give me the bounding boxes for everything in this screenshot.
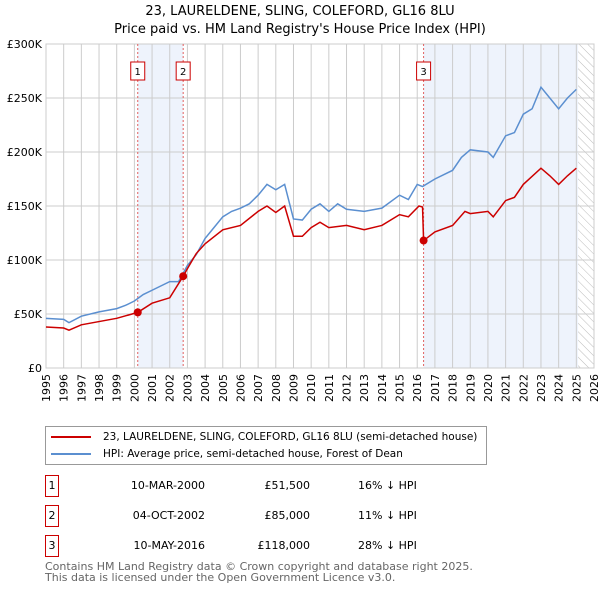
- x-tick-label: 2018: [447, 374, 460, 402]
- transaction-row: 3 10-MAY-2016 £118,000 28% ↓ HPI: [45, 535, 445, 557]
- sale-point: [419, 236, 428, 245]
- y-tick-label: £0: [28, 362, 42, 375]
- chart-title: 23, LAURELDENE, SLING, COLEFORD, GL16 8L…: [0, 3, 600, 39]
- y-tick-label: £300K: [7, 38, 43, 51]
- transaction-number: 3: [45, 535, 59, 557]
- transaction-price: £51,500: [264, 479, 311, 492]
- x-tick-label: 2008: [270, 374, 283, 402]
- x-tick-label: 2015: [394, 374, 407, 402]
- price-chart: 1995 1996 1997 1998 1999 2000 2001 2002 2003 2004…: [7, 38, 600, 402]
- x-tick-label: 2020: [482, 374, 495, 402]
- transaction-row: 1 10-MAR-2000 £51,500 16% ↓ HPI: [45, 475, 445, 497]
- legend-label: 23, LAURELDENE, SLING, COLEFORD, GL16 8L…: [103, 431, 478, 443]
- transaction-hpi: 28% ↓ HPI: [358, 539, 417, 552]
- x-tick-label: 2000: [128, 374, 141, 402]
- footer-line: Contains HM Land Registry data © Crown c…: [45, 560, 473, 573]
- x-tick-label: 2017: [429, 374, 442, 402]
- footer: Contains HM Land Registry data © Crown c…: [45, 561, 473, 583]
- x-tick-label: 2009: [287, 374, 300, 402]
- sale-point: [133, 308, 142, 317]
- y-tick-label: £250K: [7, 92, 43, 105]
- sale-label: 3: [420, 67, 426, 78]
- sale-label-box: [416, 61, 432, 81]
- sale-point: [179, 272, 188, 281]
- sale-label: 1: [135, 67, 141, 78]
- legend-swatch-red: [51, 436, 91, 438]
- y-tick-label: £200K: [7, 146, 43, 159]
- legend: 23, LAURELDENE, SLING, COLEFORD, GL16 8L…: [45, 426, 487, 465]
- y-tick-label: £50K: [14, 308, 43, 321]
- x-tick-label: 1998: [93, 374, 106, 402]
- x-tick-label: 2021: [500, 374, 513, 402]
- sale-label-box: [130, 61, 146, 81]
- legend-item-hpi: HPI: Average price, semi-detached house,…: [51, 445, 403, 463]
- hpi-line: [45, 85, 577, 324]
- x-tick-label: 2001: [146, 374, 159, 402]
- x-tick-label: 2014: [376, 374, 389, 402]
- title-line: 23, LAURELDENE, SLING, COLEFORD, GL16 8L…: [145, 4, 455, 19]
- plot-frame: [45, 43, 595, 369]
- footer-line: This data is licensed under the Open Gov…: [45, 571, 396, 584]
- sale-label: 2: [180, 67, 186, 78]
- x-tick-label: 1999: [111, 374, 124, 402]
- x-tick-label: 2007: [252, 374, 265, 402]
- legend-swatch-blue: [51, 453, 91, 455]
- x-tick-label: 1995: [40, 374, 53, 402]
- x-tick-label: 2019: [464, 374, 477, 402]
- x-tick-label: 2022: [517, 374, 530, 402]
- transaction-hpi: 16% ↓ HPI: [358, 479, 417, 492]
- transaction-number: 2: [45, 505, 59, 527]
- transaction-date: 04-OCT-2002: [132, 509, 205, 522]
- x-tick-label: 2010: [305, 374, 318, 402]
- legend-label: HPI: Average price, semi-detached house,…: [103, 448, 403, 460]
- x-tick-label: 2011: [323, 374, 336, 402]
- x-tick-label: 2012: [341, 374, 354, 402]
- x-tick-label: 2026: [588, 374, 600, 402]
- x-tick-label: 2013: [358, 374, 371, 402]
- x-tick-label: 1997: [75, 374, 88, 402]
- x-tick-label: 2023: [535, 374, 548, 402]
- x-tick-label: 1996: [58, 374, 71, 402]
- sale-label-box: [175, 61, 191, 81]
- transaction-price: £85,000: [264, 509, 311, 522]
- y-tick-label: £100K: [7, 254, 43, 267]
- transaction-date: 10-MAR-2000: [130, 479, 205, 492]
- transaction-row: 2 04-OCT-2002 £85,000 11% ↓ HPI: [45, 505, 445, 527]
- transaction-date: 10-MAY-2016: [133, 539, 205, 552]
- price-line: [45, 167, 577, 332]
- transaction-hpi: 11% ↓ HPI: [358, 509, 417, 522]
- legend-item-price: 23, LAURELDENE, SLING, COLEFORD, GL16 8L…: [51, 428, 477, 446]
- x-tick-label: 2004: [199, 374, 212, 402]
- transaction-number: 1: [45, 475, 59, 497]
- x-tick-label: 2025: [570, 374, 583, 402]
- x-tick-label: 2006: [234, 374, 247, 402]
- x-tick-label: 2002: [164, 374, 177, 402]
- x-tick-label: 2005: [217, 374, 230, 402]
- transaction-price: £118,000: [257, 539, 311, 552]
- y-tick-label: £150K: [7, 200, 43, 213]
- x-tick-label: 2024: [553, 374, 566, 402]
- x-tick-label: 2003: [181, 374, 194, 402]
- x-tick-label: 2016: [411, 374, 424, 402]
- subtitle-line: Price paid vs. HM Land Registry's House …: [114, 22, 486, 37]
